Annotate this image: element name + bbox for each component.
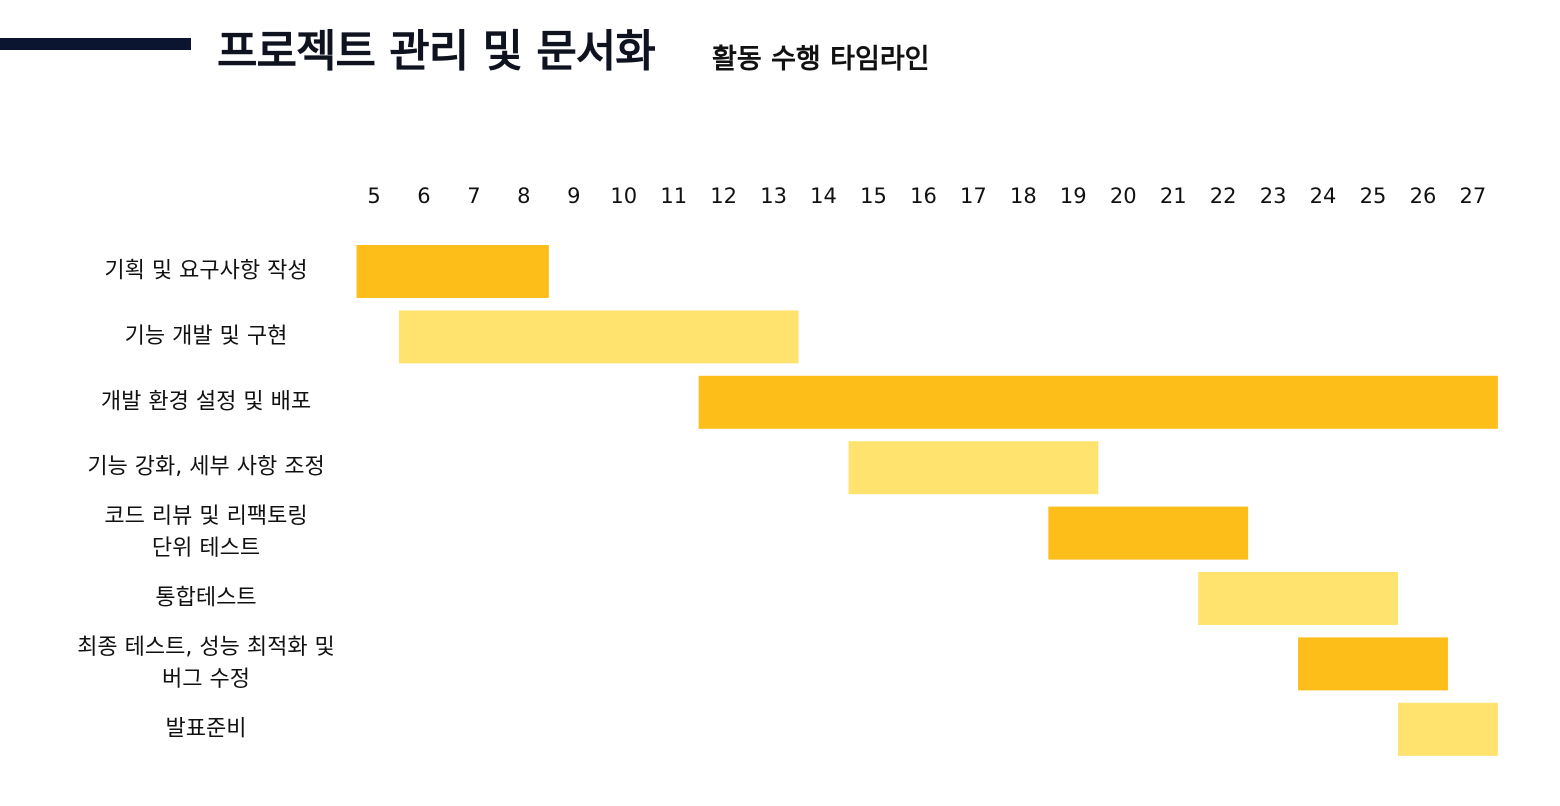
- task-bar: [1048, 506, 1249, 560]
- x-tick-label: 18: [1010, 184, 1037, 208]
- x-tick-label: 26: [1410, 184, 1437, 208]
- x-tick-label: 12: [710, 184, 737, 208]
- x-tick-label: 17: [960, 184, 987, 208]
- x-tick-label: 23: [1260, 184, 1287, 208]
- task-row: 최종 테스트, 성능 최적화 및버그 수정: [77, 635, 1448, 692]
- x-tick-label: 8: [517, 184, 530, 208]
- x-tick-label: 16: [910, 184, 937, 208]
- x-tick-label: 27: [1460, 184, 1487, 208]
- x-tick-label: 6: [417, 184, 430, 208]
- page-title: 프로젝트 관리 및 문서화: [217, 26, 656, 77]
- x-tick-label: 25: [1360, 184, 1387, 208]
- x-tick-label: 21: [1160, 184, 1187, 208]
- task-label: 기획 및 요구사항 작성: [104, 259, 307, 284]
- task-label: 개발 환경 설정 및 배포: [101, 389, 311, 414]
- task-label: 통합테스트: [155, 586, 256, 611]
- task-label: 기능 개발 및 구현: [125, 324, 288, 349]
- task-label: 최종 테스트, 성능 최적화 및: [77, 635, 335, 660]
- task-row: 발표준비: [166, 702, 1498, 756]
- x-tick-label: 15: [860, 184, 887, 208]
- task-row: 기능 개발 및 구현: [125, 310, 799, 364]
- x-tick-label: 22: [1210, 184, 1237, 208]
- page-subtitle: 활동 수행 타임라인: [712, 44, 930, 75]
- x-tick-label: 24: [1310, 184, 1337, 208]
- task-bar: [848, 441, 1099, 495]
- task-label: 버그 수정: [162, 667, 250, 692]
- task-label: 발표준비: [166, 716, 247, 741]
- x-tick-label: 14: [810, 184, 837, 208]
- x-tick-label: 10: [610, 184, 637, 208]
- task-row: 통합테스트: [155, 572, 1398, 625]
- x-tick-label: 13: [760, 184, 787, 208]
- x-tick-label: 19: [1060, 184, 1087, 208]
- task-bar: [356, 245, 549, 298]
- task-bar: [1298, 637, 1448, 691]
- task-bar: [1198, 572, 1398, 625]
- x-tick-label: 7: [467, 184, 480, 208]
- task-label: 단위 테스트: [152, 536, 260, 561]
- task-label: 코드 리뷰 및 리팩토링: [104, 504, 307, 529]
- x-tick-label: 9: [567, 184, 580, 208]
- x-tick-label: 20: [1110, 184, 1137, 208]
- task-bar: [398, 310, 799, 364]
- task-row: 기능 강화, 세부 사항 조정: [87, 441, 1099, 495]
- task-row: 개발 환경 설정 및 배포: [101, 375, 1498, 429]
- x-tick-label: 11: [660, 184, 687, 208]
- task-row: 기획 및 요구사항 작성: [104, 245, 549, 298]
- task-label: 기능 강화, 세부 사항 조정: [87, 455, 324, 480]
- x-tick-label: 5: [367, 184, 380, 208]
- task-bar: [698, 375, 1498, 429]
- task-bar: [1397, 702, 1498, 756]
- header-accent-bar: [0, 38, 191, 50]
